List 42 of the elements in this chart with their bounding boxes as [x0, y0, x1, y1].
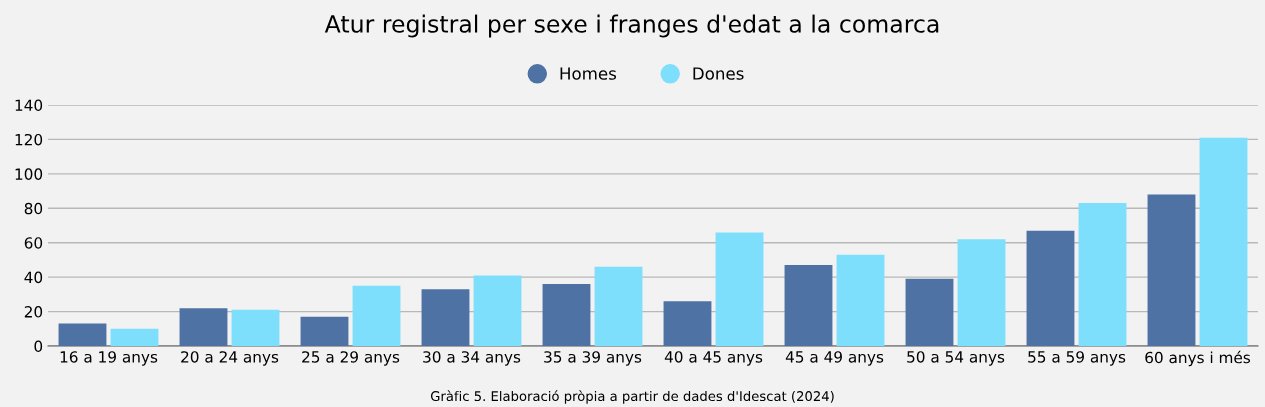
bar [663, 301, 712, 346]
x-tick-label: 30 a 34 anys [423, 351, 521, 366]
bar [58, 323, 107, 346]
chart-title: Atur registral per sexe i franges d'edat a la comarca [324, 14, 939, 38]
x-tick-label: 35 a 39 anys [544, 351, 642, 366]
x-tick-label: 16 a 19 anys [60, 351, 158, 366]
bar [473, 275, 522, 346]
y-tick-label: 20 [24, 306, 43, 318]
y-tick-label: 120 [15, 133, 43, 146]
bar [1199, 137, 1248, 346]
x-tick-label: 60 anys i més [1145, 350, 1251, 367]
bar [231, 309, 280, 346]
bar [352, 285, 401, 346]
bar [784, 265, 833, 346]
x-tick-label: 40 a 45 anys [664, 351, 763, 366]
y-tick-label: 140 [15, 99, 43, 112]
bar [179, 308, 228, 346]
bar [715, 232, 764, 346]
y-tick-label: 0 [34, 340, 43, 353]
y-tick-label: 60 [24, 237, 43, 249]
x-tick-label: 45 a 49 anys [785, 351, 884, 366]
bar [300, 316, 349, 346]
bar [594, 266, 643, 346]
bar [905, 278, 954, 346]
bar [421, 289, 470, 346]
bar [1026, 230, 1075, 346]
x-tick-label: 20 a 24 anys [181, 351, 279, 366]
bar [1078, 203, 1127, 346]
bar [542, 284, 591, 346]
bar [957, 239, 1006, 346]
bar [836, 254, 885, 346]
text: Gràfic 5. Elaboració pròpia a partir de dades d'Idescat (2024) [430, 390, 834, 404]
legend-label: Homes [560, 67, 617, 80]
y-tick-label: 80 [24, 202, 43, 215]
x-tick-label: 50 a 54 anys [907, 351, 1005, 366]
y-tick-label: 40 [24, 271, 43, 284]
legend-label: Dones [693, 67, 744, 80]
x-tick-label: 25 a 29 anys [302, 351, 400, 366]
y-tick-label: 100 [15, 168, 43, 180]
x-tick-label: 55 a 59 anys [1028, 351, 1126, 366]
bar [1147, 194, 1196, 346]
bar [110, 328, 159, 346]
